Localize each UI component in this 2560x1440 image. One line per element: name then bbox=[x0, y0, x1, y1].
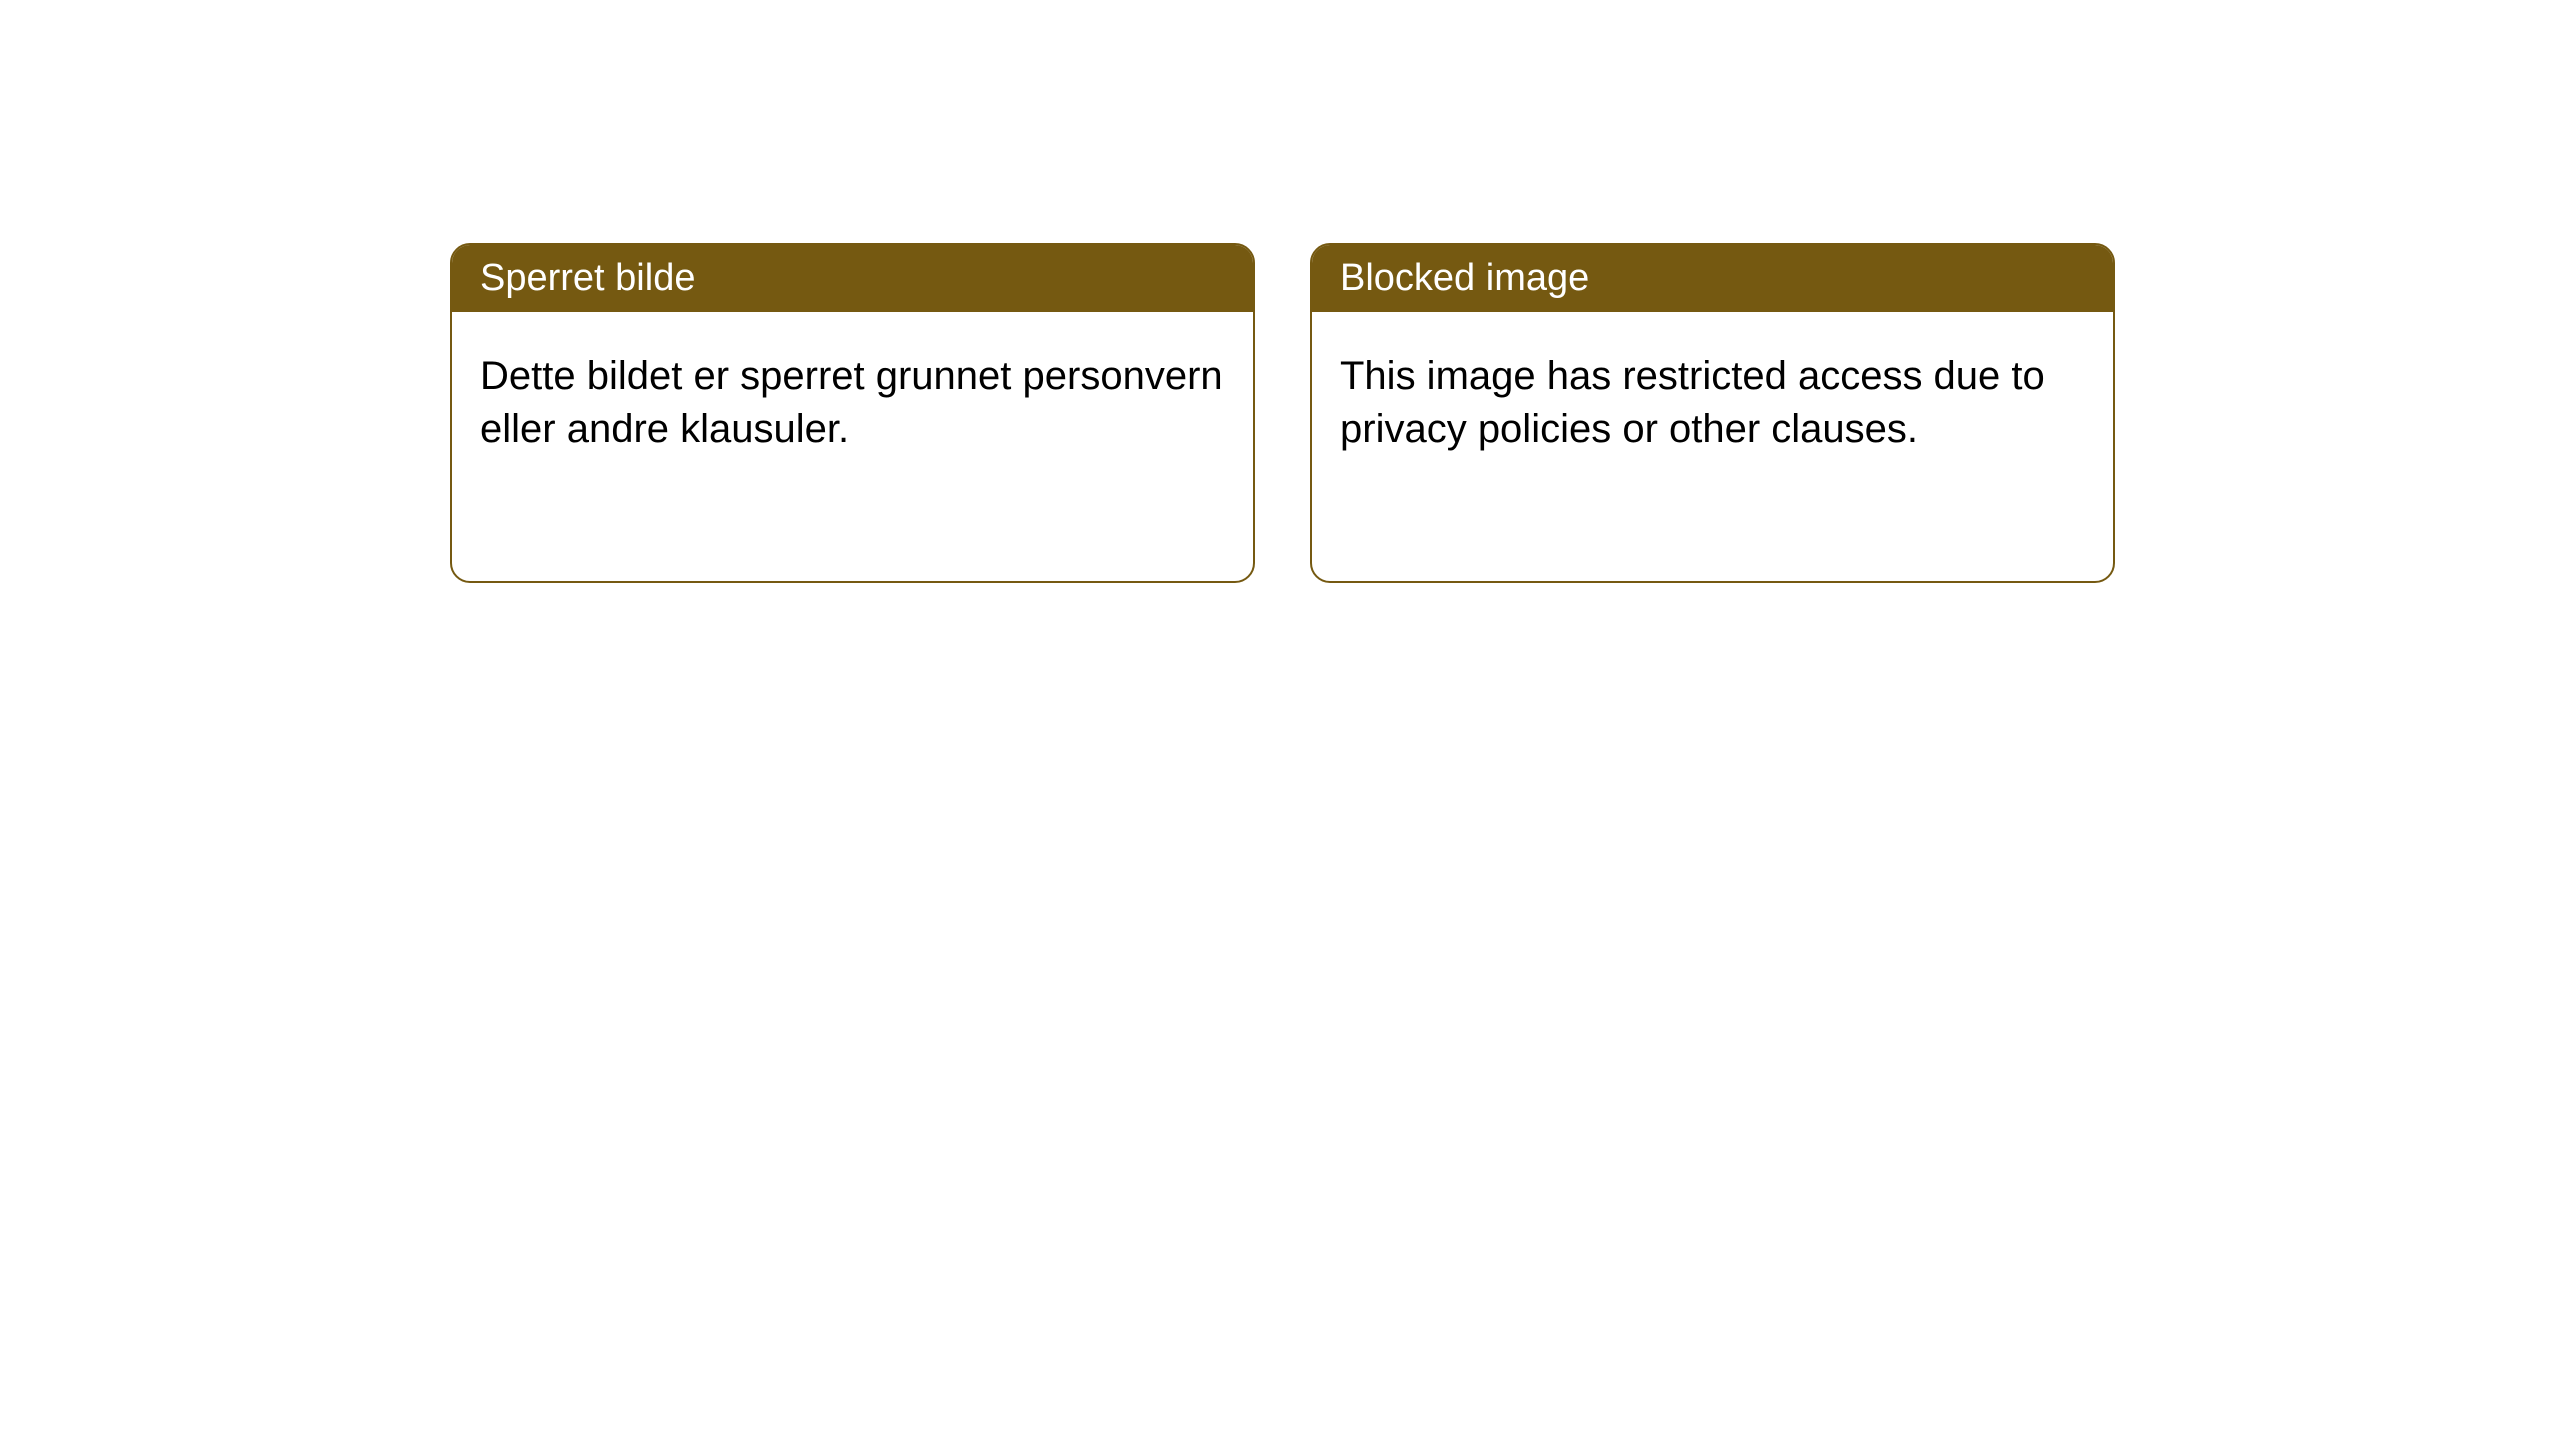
card-title-english: Blocked image bbox=[1340, 257, 1589, 299]
card-text-english: This image has restricted access due to … bbox=[1340, 354, 2045, 451]
notice-container: Sperret bilde Dette bildet er sperret gr… bbox=[450, 243, 2115, 583]
card-title-norwegian: Sperret bilde bbox=[480, 257, 695, 299]
blocked-image-card-norwegian: Sperret bilde Dette bildet er sperret gr… bbox=[450, 243, 1255, 583]
card-body-norwegian: Dette bildet er sperret grunnet personve… bbox=[452, 312, 1253, 494]
card-body-english: This image has restricted access due to … bbox=[1312, 312, 2113, 494]
blocked-image-card-english: Blocked image This image has restricted … bbox=[1310, 243, 2115, 583]
card-header-english: Blocked image bbox=[1312, 245, 2113, 312]
card-header-norwegian: Sperret bilde bbox=[452, 245, 1253, 312]
card-text-norwegian: Dette bildet er sperret grunnet personve… bbox=[480, 354, 1223, 451]
